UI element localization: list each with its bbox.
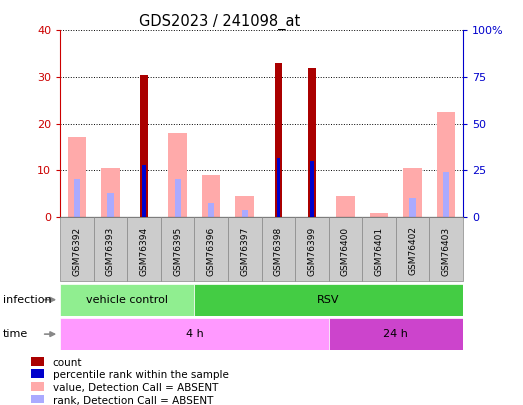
- Bar: [31, 369, 44, 378]
- FancyBboxPatch shape: [362, 217, 396, 281]
- Text: count: count: [53, 358, 82, 368]
- Bar: [410, 198, 416, 217]
- Bar: [208, 202, 214, 217]
- Bar: [308, 68, 315, 217]
- Bar: [168, 133, 187, 217]
- Bar: [202, 175, 220, 217]
- Text: GSM76399: GSM76399: [308, 226, 316, 276]
- FancyBboxPatch shape: [396, 217, 429, 281]
- Bar: [60, 284, 195, 316]
- Bar: [74, 179, 80, 217]
- Text: GDS2023 / 241098_at: GDS2023 / 241098_at: [139, 14, 300, 30]
- Bar: [195, 284, 463, 316]
- Text: GSM76393: GSM76393: [106, 226, 115, 276]
- Text: GSM76397: GSM76397: [240, 226, 249, 276]
- Text: GSM76394: GSM76394: [140, 226, 149, 275]
- Text: RSV: RSV: [317, 295, 340, 305]
- Text: GSM76398: GSM76398: [274, 226, 283, 276]
- Bar: [277, 158, 280, 217]
- FancyBboxPatch shape: [127, 217, 161, 281]
- Bar: [67, 138, 86, 217]
- Bar: [101, 168, 120, 217]
- Text: 24 h: 24 h: [383, 329, 408, 339]
- Text: value, Detection Call = ABSENT: value, Detection Call = ABSENT: [53, 383, 218, 393]
- FancyBboxPatch shape: [262, 217, 295, 281]
- Text: GSM76401: GSM76401: [374, 226, 383, 275]
- Bar: [310, 161, 313, 217]
- Bar: [328, 318, 463, 350]
- FancyBboxPatch shape: [228, 217, 262, 281]
- Bar: [403, 168, 422, 217]
- Text: time: time: [3, 329, 28, 339]
- Bar: [235, 196, 254, 217]
- Bar: [437, 112, 456, 217]
- Bar: [31, 382, 44, 391]
- FancyBboxPatch shape: [195, 217, 228, 281]
- Text: vehicle control: vehicle control: [86, 295, 168, 305]
- Text: GSM76395: GSM76395: [173, 226, 182, 276]
- Text: GSM76402: GSM76402: [408, 226, 417, 275]
- FancyBboxPatch shape: [60, 217, 94, 281]
- Text: 4 h: 4 h: [186, 329, 203, 339]
- Bar: [107, 194, 113, 217]
- FancyBboxPatch shape: [429, 217, 463, 281]
- Text: infection: infection: [3, 295, 51, 305]
- Bar: [140, 75, 147, 217]
- Bar: [370, 213, 388, 217]
- Bar: [336, 196, 355, 217]
- FancyBboxPatch shape: [94, 217, 127, 281]
- Bar: [31, 394, 44, 403]
- Text: rank, Detection Call = ABSENT: rank, Detection Call = ABSENT: [53, 396, 213, 405]
- FancyBboxPatch shape: [295, 217, 328, 281]
- Bar: [443, 173, 449, 217]
- Bar: [242, 210, 248, 217]
- FancyBboxPatch shape: [161, 217, 195, 281]
- Bar: [60, 318, 328, 350]
- Text: GSM76392: GSM76392: [72, 226, 82, 275]
- Text: GSM76403: GSM76403: [441, 226, 451, 275]
- Bar: [142, 165, 146, 217]
- Text: GSM76396: GSM76396: [207, 226, 215, 276]
- Bar: [175, 179, 180, 217]
- Text: percentile rank within the sample: percentile rank within the sample: [53, 370, 229, 380]
- FancyBboxPatch shape: [328, 217, 362, 281]
- Bar: [275, 63, 282, 217]
- Text: GSM76400: GSM76400: [341, 226, 350, 275]
- Bar: [31, 357, 44, 365]
